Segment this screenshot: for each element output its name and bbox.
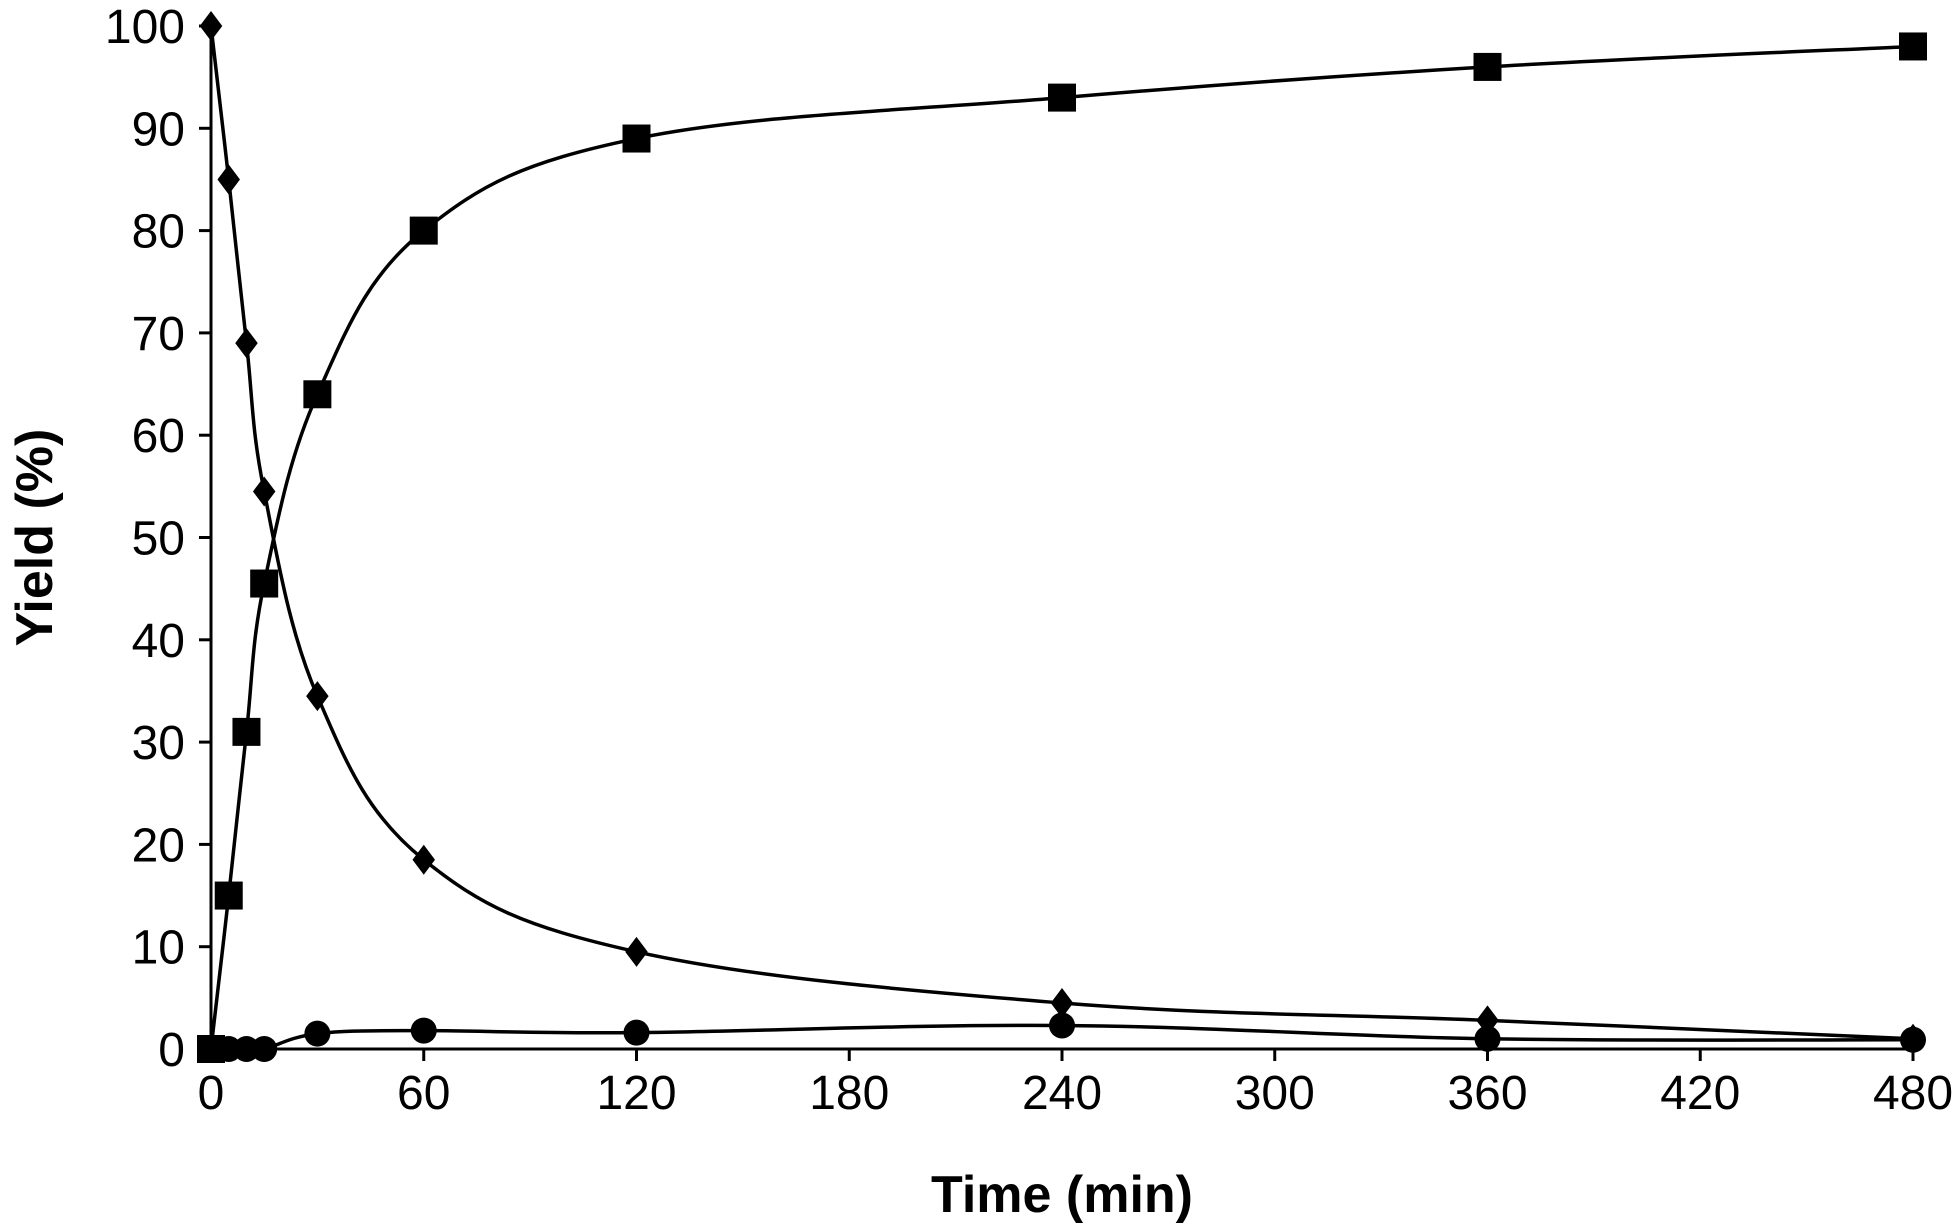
series-lines xyxy=(209,25,1914,1052)
data-point-square xyxy=(250,569,279,598)
x-tick-label: 120 xyxy=(596,1067,676,1120)
y-tick-label: 60 xyxy=(132,410,185,463)
x-tick-label: 420 xyxy=(1660,1067,1740,1120)
data-point-square xyxy=(622,124,651,153)
y-tick-label: 90 xyxy=(132,103,185,156)
data-point-square xyxy=(409,216,438,245)
series-line-square xyxy=(209,44,1914,1050)
data-point-circle xyxy=(623,1019,650,1046)
y-tick-label: 20 xyxy=(132,819,185,872)
data-point-circle xyxy=(410,1017,437,1044)
data-point-diamond xyxy=(217,164,240,195)
data-point-circle xyxy=(1474,1025,1501,1052)
data-point-square xyxy=(214,881,243,910)
x-tick-label: 180 xyxy=(809,1067,889,1120)
data-point-circle xyxy=(1049,1012,1075,1039)
y-axis-ticks: 0 10 20 30 40 50 60 70 80 90 100 xyxy=(105,1,211,1077)
x-axis-title: Time (min) xyxy=(931,1166,1193,1224)
data-point-diamond xyxy=(252,476,276,507)
y-tick-label: 0 xyxy=(158,1024,185,1077)
series-markers xyxy=(197,11,1927,1063)
x-tick-label: 360 xyxy=(1447,1067,1527,1120)
x-axis-ticks: 0 60 120 180 240 300 360 420 480 xyxy=(198,1049,1953,1120)
data-point-diamond xyxy=(235,328,258,359)
y-tick-label: 30 xyxy=(132,717,185,770)
y-tick-label: 50 xyxy=(132,513,185,566)
data-point-square xyxy=(1899,32,1927,61)
y-tick-label: 80 xyxy=(132,206,185,259)
y-tick-label: 100 xyxy=(105,1,185,54)
data-point-square xyxy=(303,380,332,409)
data-point-square xyxy=(232,717,261,746)
y-tick-label: 10 xyxy=(132,922,185,975)
y-tick-label: 70 xyxy=(132,308,185,361)
data-point-diamond xyxy=(625,936,648,967)
data-point-square xyxy=(1473,52,1502,81)
data-point-circle xyxy=(304,1020,331,1047)
data-point-diamond xyxy=(412,844,435,875)
x-tick-label: 60 xyxy=(397,1067,450,1120)
axes xyxy=(209,24,1913,1051)
data-point-diamond xyxy=(306,681,329,712)
series-line-diamond xyxy=(209,25,1914,1041)
x-tick-label: 480 xyxy=(1873,1067,1953,1120)
x-tick-label: 300 xyxy=(1235,1067,1315,1120)
y-axis-title: Yield (%) xyxy=(6,429,64,647)
data-point-circle xyxy=(251,1036,278,1062)
data-point-circle xyxy=(1900,1026,1926,1053)
data-point-diamond xyxy=(199,11,223,41)
y-tick-label: 40 xyxy=(132,615,185,668)
x-tick-label: 240 xyxy=(1022,1067,1102,1120)
data-point-square xyxy=(1048,83,1076,112)
data-point-diamond xyxy=(1050,987,1074,1018)
x-tick-label: 0 xyxy=(198,1067,225,1120)
